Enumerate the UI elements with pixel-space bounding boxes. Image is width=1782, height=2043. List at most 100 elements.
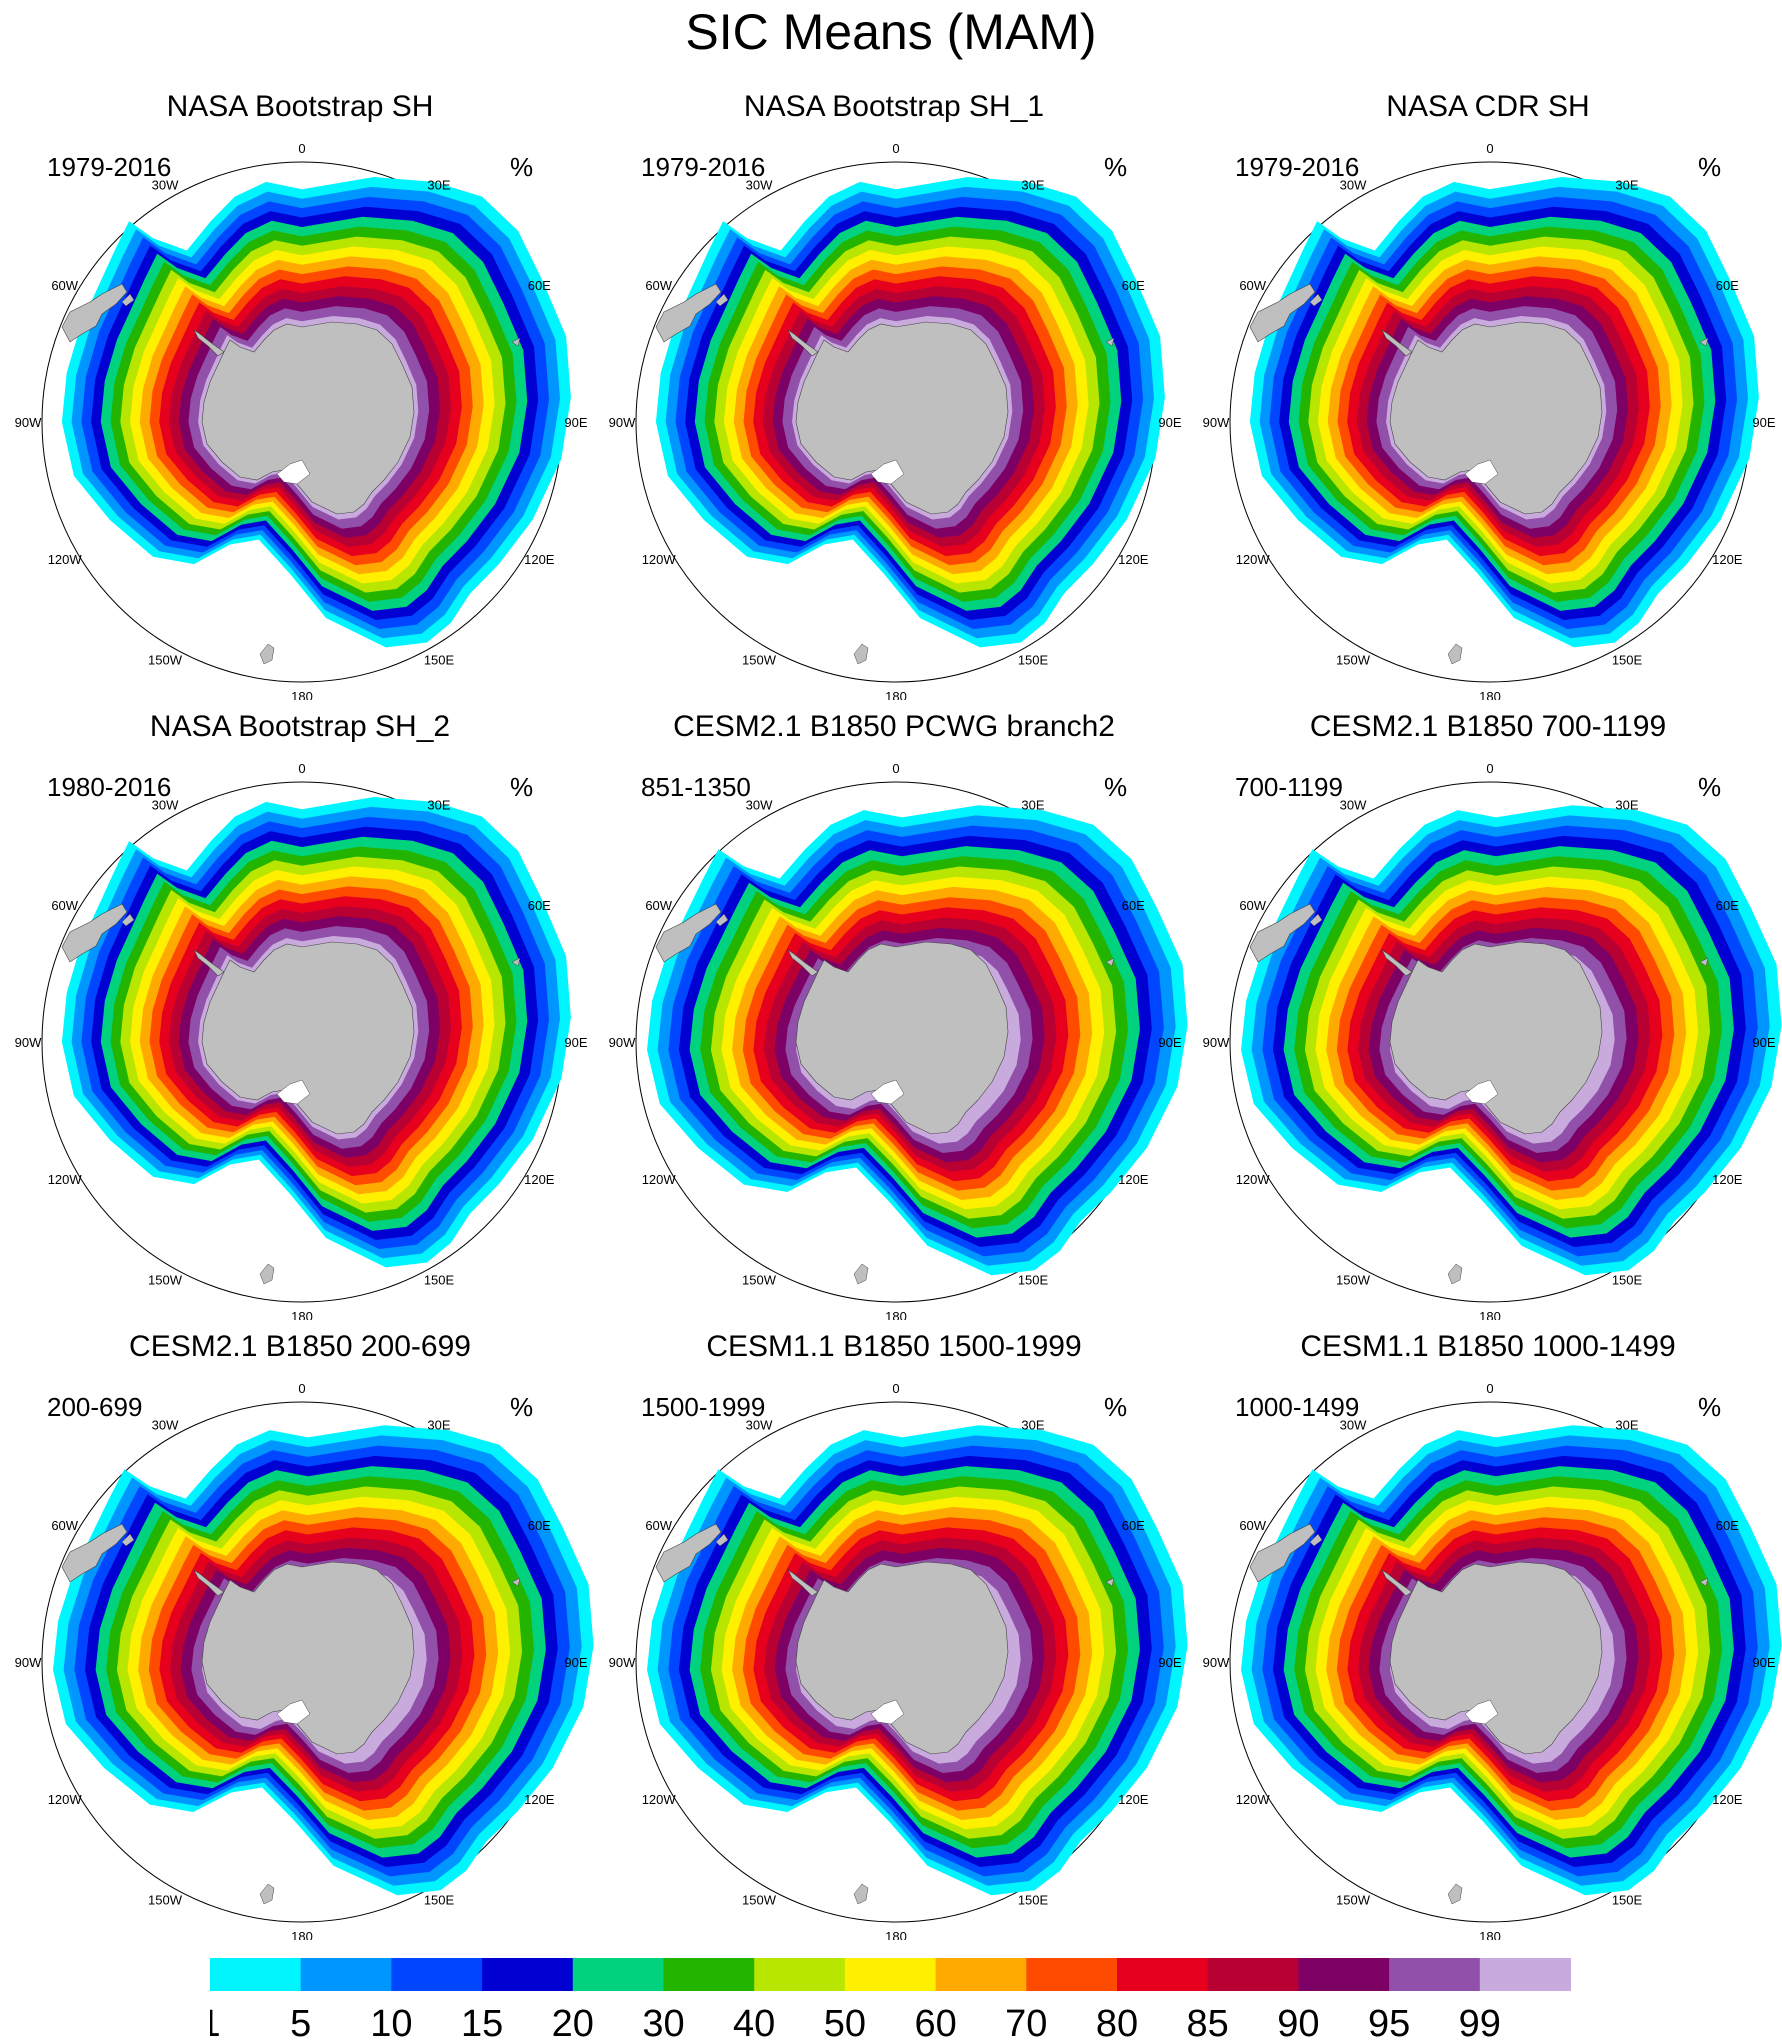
longitude-label: 120E — [524, 1172, 555, 1187]
south-america-land — [655, 1523, 722, 1583]
longitude-label: 180 — [885, 689, 907, 700]
longitude-label: 150E — [424, 1272, 455, 1287]
colorbar-label: 99 — [1459, 2003, 1501, 2043]
map-panel-1: NASA Bootstrap SH 1979-2016 % 0 30E 60E 90E… — [0, 0, 594, 700]
polar-map: 0 30E 60E 90E 120E 150E 180 150W 120W 90W 60W 30W — [1203, 141, 1776, 700]
longitude-label: 150W — [148, 1272, 183, 1287]
panel-title: NASA Bootstrap SH_1 — [743, 90, 1045, 123]
colorbar: 1510152030405060708085909599 — [210, 1958, 1571, 2043]
longitude-label: 60W — [645, 1518, 672, 1533]
longitude-label: 60W — [51, 278, 78, 293]
longitude-label: 30W — [746, 178, 773, 193]
colorbar-swatch — [844, 1958, 937, 1991]
longitude-label: 60E — [528, 898, 551, 913]
longitude-label: 90W — [1203, 1035, 1230, 1050]
colorbar-label: 85 — [1187, 2003, 1229, 2043]
polar-map: 0 30E 60E 90E 120E 150E 180 150W 120W 90W 60W 30W — [609, 141, 1182, 700]
longitude-label: 60W — [1239, 898, 1266, 913]
longitude-label: 120W — [642, 1792, 677, 1807]
panel-unit: % — [510, 1392, 534, 1422]
longitude-label: 30E — [427, 798, 450, 813]
south-america-land — [655, 283, 722, 343]
longitude-label: 60E — [1122, 278, 1145, 293]
longitude-label: 60E — [1122, 1518, 1145, 1533]
longitude-label: 150W — [742, 652, 777, 667]
kerguelen-island — [511, 337, 521, 347]
new-zealand-land — [259, 1883, 275, 1905]
polar-map: 0 30E 60E 90E 120E 150E 180 150W 120W 90W 60W 30W — [15, 141, 588, 700]
longitude-label: 120E — [1712, 1172, 1743, 1187]
panel-title: CESM2.1 B1850 200-699 — [129, 1330, 471, 1363]
longitude-label: 150W — [148, 1892, 183, 1907]
longitude-label: 60E — [1716, 1518, 1739, 1533]
longitude-label: 30W — [152, 178, 179, 193]
longitude-label: 60E — [1122, 898, 1145, 913]
panel-period: 1979-2016 — [1235, 152, 1360, 182]
panel-period: 1000-1499 — [1235, 1392, 1360, 1422]
longitude-label: 0 — [298, 1381, 305, 1396]
longitude-label: 30E — [1021, 178, 1044, 193]
colorbar-label: 80 — [1096, 2003, 1138, 2043]
polar-map: 0 30E 60E 90E 120E 150E 180 150W 120W 90W 60W 30W — [15, 761, 588, 1320]
longitude-label: 0 — [1486, 761, 1493, 776]
colorbar-swatch — [1298, 1958, 1390, 1991]
map-panel-7: CESM2.1 B1850 200-699 200-699 % 0 30E 60E 9… — [0, 1240, 594, 1940]
longitude-label: 150E — [1612, 1892, 1643, 1907]
longitude-label: 30E — [1615, 178, 1638, 193]
polar-map: 0 30E 60E 90E 120E 150E 180 150W 120W 90W 60W 30W — [609, 761, 1188, 1320]
ice-shelf — [1464, 1079, 1499, 1105]
longitude-label: 120E — [524, 552, 555, 567]
kerguelen-island — [1699, 337, 1709, 347]
longitude-label: 150E — [424, 1892, 455, 1907]
longitude-label: 90W — [1203, 415, 1230, 430]
longitude-label: 150W — [742, 1892, 777, 1907]
colorbar-label: 15 — [461, 2003, 503, 2043]
longitude-label: 60W — [645, 278, 672, 293]
longitude-label: 90E — [1158, 415, 1181, 430]
kerguelen-island — [1699, 1577, 1709, 1587]
colorbar-swatch — [482, 1958, 574, 1991]
longitude-label: 150W — [1336, 652, 1371, 667]
longitude-label: 60W — [645, 898, 672, 913]
map-panel-8: CESM1.1 B1850 1500-1999 1500-1999 % 0 30E… — [594, 1240, 1188, 1940]
longitude-label: 30W — [746, 798, 773, 813]
longitude-label: 120W — [1236, 552, 1271, 567]
longitude-label: 90W — [15, 1035, 42, 1050]
longitude-label: 120W — [642, 552, 677, 567]
falkland-islands — [715, 293, 729, 307]
new-zealand-land — [1447, 643, 1463, 665]
longitude-label: 120E — [1712, 1792, 1743, 1807]
colorbar-swatch — [1117, 1958, 1209, 1991]
longitude-label: 180 — [885, 1929, 907, 1940]
south-america-land — [655, 903, 722, 963]
longitude-label: 0 — [298, 141, 305, 156]
longitude-label: 90E — [1158, 1035, 1181, 1050]
ice-shelf — [1464, 459, 1499, 485]
ice-shelf — [276, 1079, 311, 1105]
colorbar-swatch — [300, 1958, 392, 1991]
longitude-label: 120W — [1236, 1792, 1271, 1807]
longitude-label: 90W — [609, 1655, 636, 1670]
longitude-label: 120W — [48, 1172, 83, 1187]
longitude-label: 90W — [1203, 1655, 1230, 1670]
longitude-label: 90E — [1752, 415, 1775, 430]
colorbar-swatch — [1207, 1958, 1299, 1991]
longitude-label: 120E — [1712, 552, 1743, 567]
longitude-label: 90W — [15, 1655, 42, 1670]
new-zealand-land — [1447, 1263, 1463, 1285]
kerguelen-island — [1105, 957, 1115, 967]
new-zealand-land — [259, 1263, 275, 1285]
colorbar-swatch — [754, 1958, 846, 1991]
colorbar-swatch — [1389, 1958, 1481, 1991]
kerguelen-island — [1699, 957, 1709, 967]
longitude-label: 90E — [564, 415, 587, 430]
longitude-label: 180 — [291, 1309, 313, 1320]
kerguelen-island — [511, 957, 521, 967]
panel-title: CESM1.1 B1850 1000-1499 — [1300, 1330, 1676, 1363]
ice-shelf — [870, 459, 905, 485]
polar-map: 0 30E 60E 90E 120E 150E 180 150W 120W 90W 60W 30W — [1203, 1381, 1782, 1940]
longitude-label: 90W — [609, 1035, 636, 1050]
longitude-label: 120E — [524, 1792, 555, 1807]
map-panel-6: CESM2.1 B1850 700-1199 700-1199 % 0 30E 60… — [1188, 620, 1782, 1320]
map-panel-3: NASA CDR SH 1979-2016 % 0 30E 60E 90E 120E 15… — [1188, 0, 1782, 700]
